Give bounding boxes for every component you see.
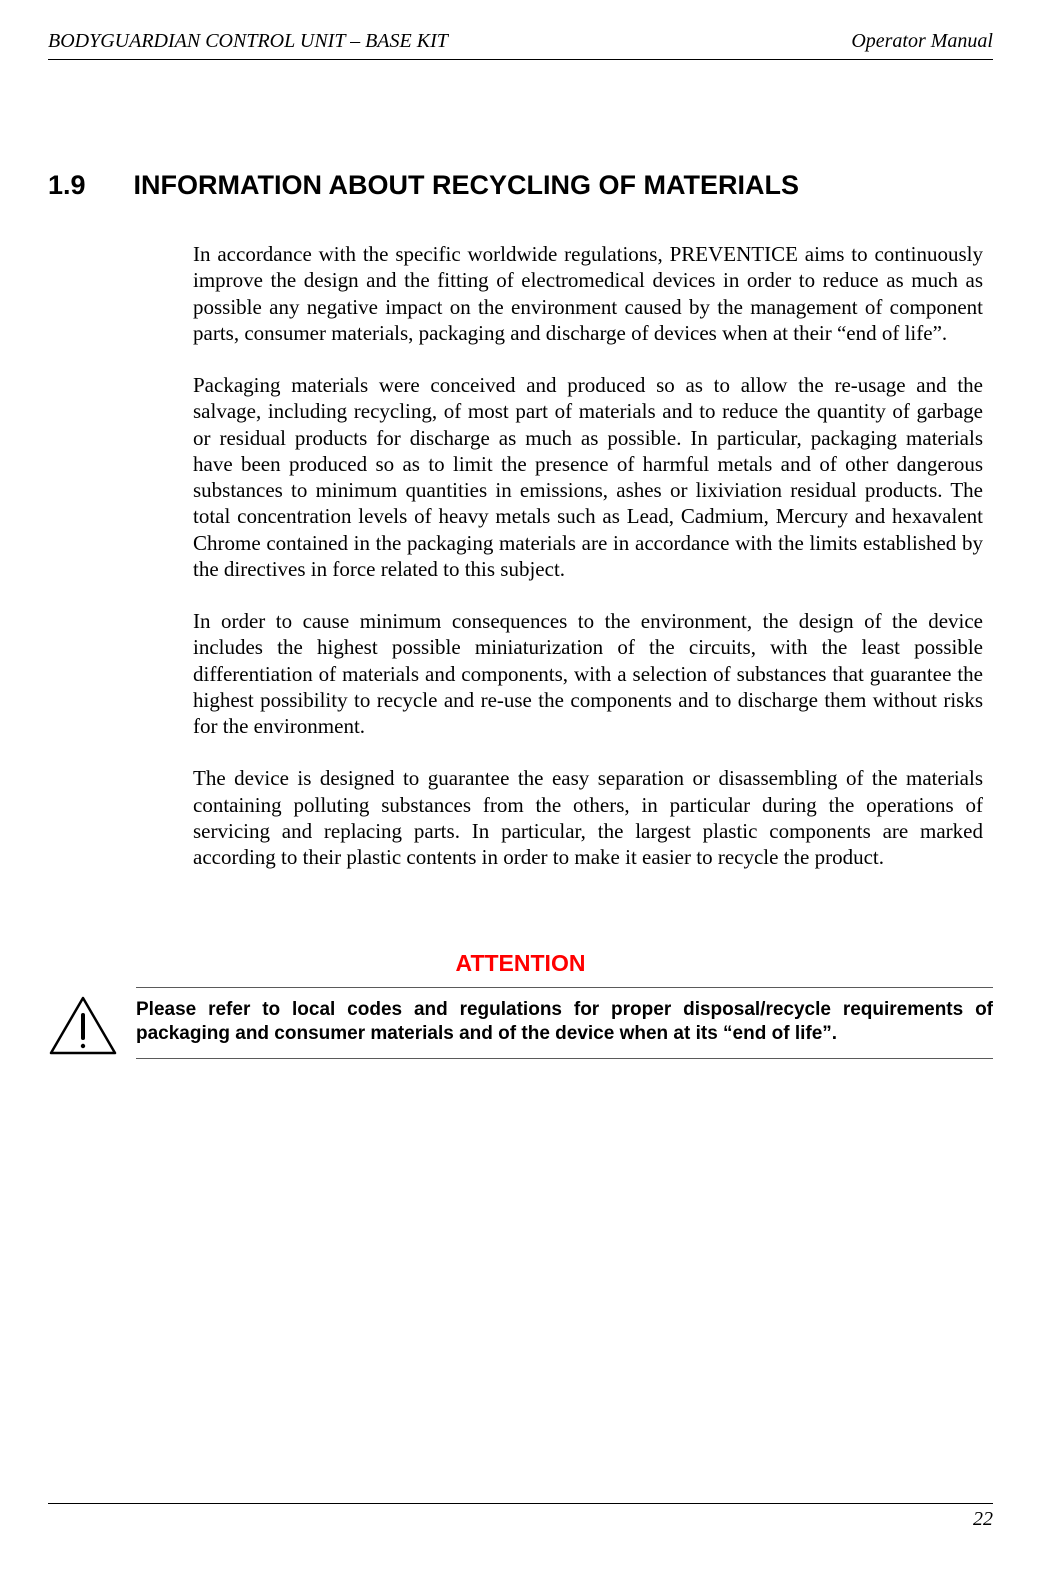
section-heading: 1.9 INFORMATION ABOUT RECYCLING OF MATER… <box>48 170 993 201</box>
attention-block: ATTENTION Please refer to local codes an… <box>48 950 993 1059</box>
page-header: BODYGUARDIAN CONTROL UNIT – BASE KIT Ope… <box>48 30 993 60</box>
section-number: 1.9 <box>48 170 86 201</box>
warning-triangle-icon <box>48 995 118 1057</box>
paragraph-4: The device is designed to guarantee the … <box>193 765 983 870</box>
paragraph-1: In accordance with the specific worldwid… <box>193 241 983 346</box>
attention-row: Please refer to local codes and regulati… <box>48 987 993 1059</box>
attention-content: Please refer to local codes and regulati… <box>136 987 993 1059</box>
body-text: In accordance with the specific worldwid… <box>193 241 983 870</box>
attention-title: ATTENTION <box>48 950 993 977</box>
page-footer: 22 <box>48 1503 993 1531</box>
header-right: Operator Manual <box>851 30 993 53</box>
section-title: INFORMATION ABOUT RECYCLING OF MATERIALS <box>134 170 799 201</box>
paragraph-2: Packaging materials were conceived and p… <box>193 372 983 582</box>
paragraph-3: In order to cause minimum consequences t… <box>193 608 983 739</box>
attention-text: Please refer to local codes and regulati… <box>136 998 993 1046</box>
page-number: 22 <box>973 1508 993 1530</box>
header-left: BODYGUARDIAN CONTROL UNIT – BASE KIT <box>48 30 448 53</box>
